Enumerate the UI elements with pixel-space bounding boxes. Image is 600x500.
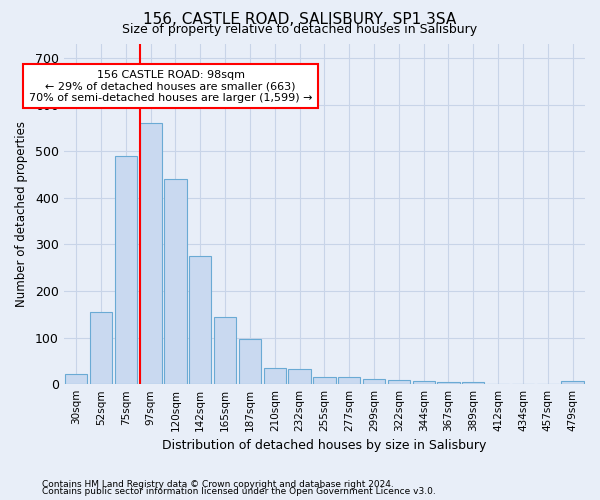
Bar bbox=[289, 370, 311, 384]
Text: Contains HM Land Registry data © Crown copyright and database right 2024.: Contains HM Land Registry data © Crown c… bbox=[42, 480, 394, 489]
Bar bbox=[239, 338, 261, 384]
Bar bbox=[562, 381, 584, 384]
X-axis label: Distribution of detached houses by size in Salisbury: Distribution of detached houses by size … bbox=[162, 440, 487, 452]
Bar bbox=[462, 382, 484, 384]
Text: Contains public sector information licensed under the Open Government Licence v3: Contains public sector information licen… bbox=[42, 487, 436, 496]
Text: 156, CASTLE ROAD, SALISBURY, SP1 3SA: 156, CASTLE ROAD, SALISBURY, SP1 3SA bbox=[143, 12, 457, 27]
Bar bbox=[313, 377, 335, 384]
Bar bbox=[140, 123, 162, 384]
Bar bbox=[189, 256, 211, 384]
Bar bbox=[65, 374, 88, 384]
Text: 156 CASTLE ROAD: 98sqm
← 29% of detached houses are smaller (663)
70% of semi-de: 156 CASTLE ROAD: 98sqm ← 29% of detached… bbox=[29, 70, 312, 103]
Bar bbox=[338, 377, 361, 384]
Bar bbox=[388, 380, 410, 384]
Bar bbox=[263, 368, 286, 384]
Bar bbox=[90, 312, 112, 384]
Y-axis label: Number of detached properties: Number of detached properties bbox=[15, 121, 28, 307]
Bar bbox=[214, 316, 236, 384]
Text: Size of property relative to detached houses in Salisbury: Size of property relative to detached ho… bbox=[122, 23, 478, 36]
Bar bbox=[437, 382, 460, 384]
Bar bbox=[363, 378, 385, 384]
Bar bbox=[413, 382, 435, 384]
Bar bbox=[164, 179, 187, 384]
Bar bbox=[115, 156, 137, 384]
